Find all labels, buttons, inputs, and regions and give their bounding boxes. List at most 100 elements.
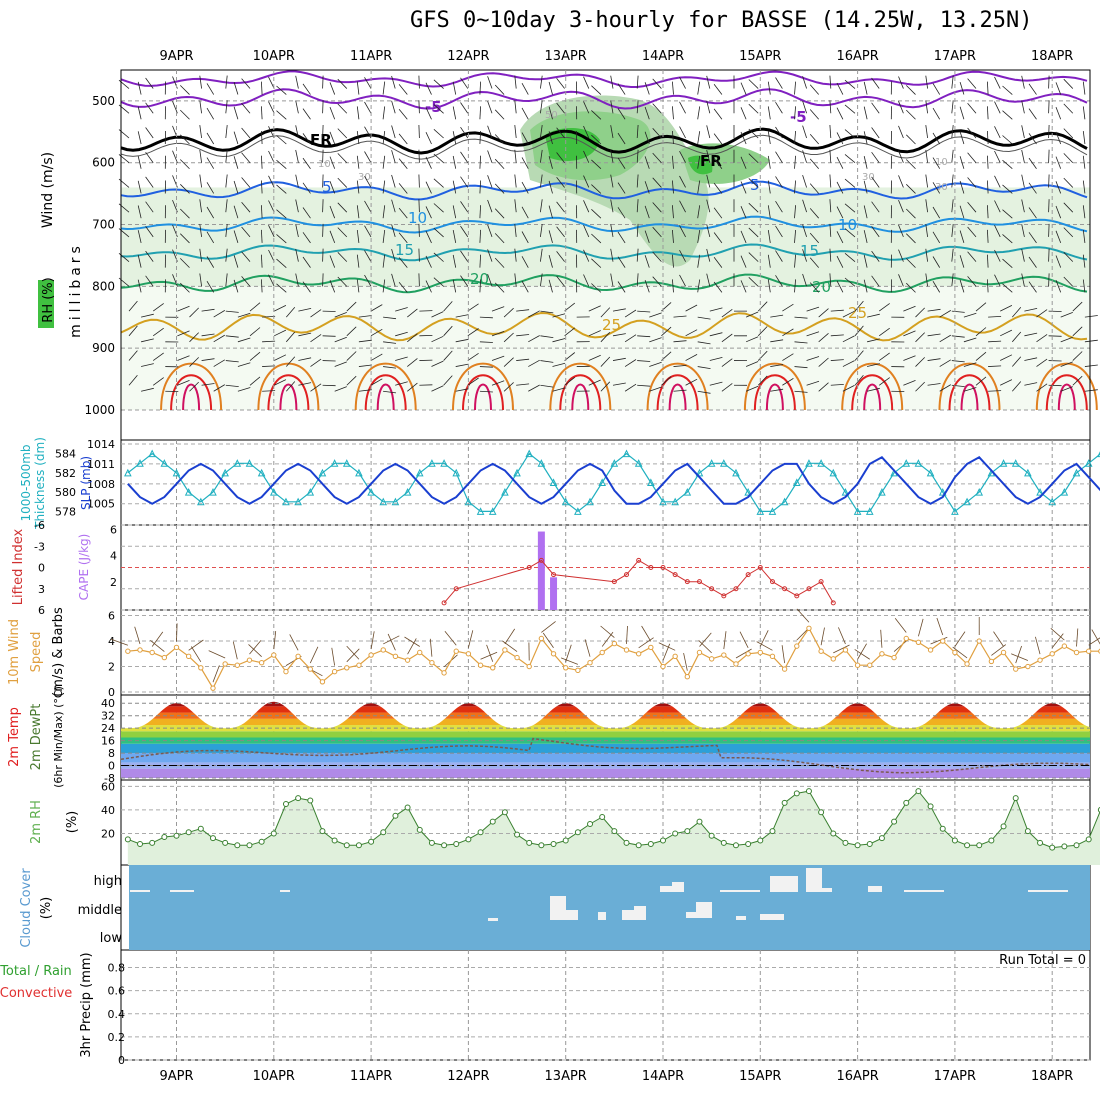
- wind-speed-point: [138, 648, 142, 652]
- wind-barb: [261, 82, 262, 95]
- rh-point: [150, 840, 155, 845]
- rh-point: [210, 836, 215, 841]
- wind-speed-point: [953, 650, 957, 654]
- contour-label: 30: [935, 182, 948, 193]
- wind-barb: [714, 109, 722, 119]
- top-date-label: 12APR: [447, 49, 489, 64]
- rh-point: [369, 839, 374, 844]
- wind-speed-point: [649, 645, 653, 649]
- wind-barb: [249, 644, 262, 656]
- wind-barb: [200, 76, 202, 89]
- wind-barb: [821, 628, 824, 646]
- wind-barb: [1049, 100, 1050, 113]
- wind-barb: [659, 643, 675, 651]
- wind-speed-point: [1038, 658, 1042, 662]
- wind-barb: [987, 131, 988, 144]
- wind-speed-point: [673, 654, 677, 658]
- rh-point: [162, 834, 167, 839]
- wind-barb: [495, 110, 504, 119]
- wind-barb: [830, 125, 831, 138]
- wind-barb: [419, 224, 420, 237]
- rh-tick-label: 40: [101, 804, 115, 817]
- wind-speed-point: [199, 666, 203, 670]
- wind-barb: [296, 76, 299, 89]
- cloud-bar: [760, 914, 784, 920]
- wind-barb: [338, 178, 347, 187]
- wind-barb: [1022, 125, 1025, 138]
- wind-barb: [838, 627, 845, 644]
- wind-barb: [332, 648, 335, 666]
- wind-barb: [1003, 160, 1013, 169]
- wind-barb: [1049, 76, 1050, 89]
- y-label-2m-rh: 2m RH: [29, 800, 44, 844]
- wind-barb: [830, 100, 831, 113]
- wind-speed-point: [965, 662, 969, 666]
- wind-barb: [810, 110, 819, 120]
- wind-barb: [338, 129, 347, 138]
- wind-barb: [138, 82, 141, 95]
- wind-barb: [226, 100, 227, 113]
- wind-barb: [810, 134, 819, 144]
- rh-point: [1001, 824, 1006, 829]
- rh-point: [673, 831, 678, 836]
- temp-tick-label: 40: [101, 697, 115, 710]
- wind-barb: [453, 82, 456, 95]
- rh-point: [758, 838, 763, 843]
- wind-barb: [522, 83, 528, 94]
- wind-barb: [707, 76, 710, 89]
- rh-point: [879, 836, 884, 841]
- wind-barb: [365, 102, 372, 113]
- rh-point: [296, 796, 301, 801]
- wind-barb: [338, 153, 347, 162]
- wind-speed-point: [551, 652, 555, 656]
- wind-barb: [602, 632, 613, 646]
- wind-barb: [323, 100, 324, 113]
- bottom-date-label: 16APR: [836, 1069, 878, 1084]
- wind-barb: [952, 175, 953, 188]
- wind-speed-point: [150, 650, 154, 654]
- wind-speed-point: [1001, 650, 1005, 654]
- rh-point: [381, 830, 386, 835]
- wind-barb: [200, 125, 202, 138]
- y-label-thickness-dm: Thickness (dm): [33, 437, 47, 530]
- rh-point: [770, 829, 775, 834]
- temp-band: [121, 731, 1090, 737]
- rh-point: [186, 830, 191, 835]
- wind-barb: [680, 77, 686, 88]
- wind-barb: [803, 126, 807, 138]
- rh-point: [247, 843, 252, 848]
- wind-barb: [419, 76, 420, 89]
- top-date-label: 18APR: [1031, 49, 1073, 64]
- wind-barb: [1064, 153, 1073, 162]
- wind-barb: [960, 82, 964, 94]
- rh-tick-label: 60: [101, 780, 115, 793]
- rh-point: [746, 842, 751, 847]
- top-date-label: 14APR: [642, 49, 684, 64]
- wind-barb: [918, 619, 923, 636]
- wind-speed-point: [284, 669, 288, 673]
- bottom-date-label: 18APR: [1031, 1069, 1073, 1084]
- wind-barb: [810, 159, 819, 169]
- wind-speed-point: [527, 664, 531, 668]
- wind-barb: [899, 126, 904, 138]
- wind-barb: [795, 82, 796, 95]
- wind-barb: [926, 76, 928, 89]
- wind-barb: [522, 108, 528, 119]
- wind-barb: [872, 152, 880, 163]
- cloud-bar: [904, 890, 944, 892]
- wind-barb: [987, 156, 988, 169]
- rh-point: [624, 840, 629, 845]
- bottom-date-label: 9APR: [159, 1069, 193, 1084]
- rh-point: [551, 842, 556, 847]
- temp-tick-label: 16: [101, 735, 115, 748]
- wind-barb: [995, 102, 1001, 114]
- y-label-2m-dewpt: 2m DewPt: [29, 704, 44, 771]
- wind-barb: [955, 632, 965, 647]
- bottom-date-label: 15APR: [739, 1069, 781, 1084]
- cloud-bar: [634, 906, 646, 920]
- cape-tick-label: 4: [110, 550, 117, 563]
- wind-speed-point: [259, 660, 263, 664]
- rh-point: [454, 842, 459, 847]
- rh-point: [1025, 829, 1030, 834]
- wind-barb: [995, 126, 1001, 138]
